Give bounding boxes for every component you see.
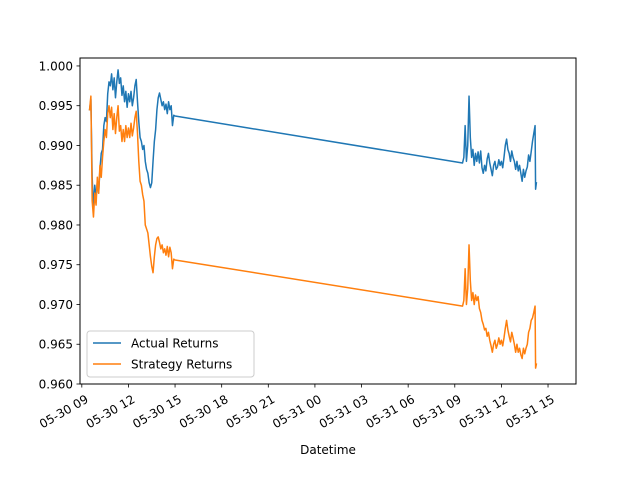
legend-label-strategy: Strategy Returns: [131, 358, 232, 372]
legend: Actual Returns Strategy Returns: [86, 330, 255, 378]
y-tick-label: 0.970: [39, 298, 73, 312]
y-tick-label: 0.995: [39, 99, 73, 113]
x-axis-title: Datetime: [300, 443, 356, 457]
y-tick-label: 0.975: [39, 258, 73, 272]
y-tick-label: 1.000: [39, 59, 73, 73]
plot-lines: [88, 69, 538, 369]
axes-frame: [79, 57, 577, 385]
y-axis: 0.960 0.965 0.970 0.975 0.980 0.985 0.990 0.995…: [39, 59, 80, 392]
legend-box: [86, 330, 255, 378]
y-tick-label: 0.990: [39, 139, 73, 153]
y-tick-label: 0.980: [39, 218, 73, 232]
y-tick-label: 0.960: [39, 378, 73, 392]
series-line-strategy-returns: [88, 95, 538, 369]
y-tick-label: 0.985: [39, 179, 73, 193]
y-tick-label: 0.965: [39, 338, 73, 352]
legend-label-actual: Actual Returns: [131, 337, 218, 351]
series-line-actual-returns: [88, 69, 538, 210]
